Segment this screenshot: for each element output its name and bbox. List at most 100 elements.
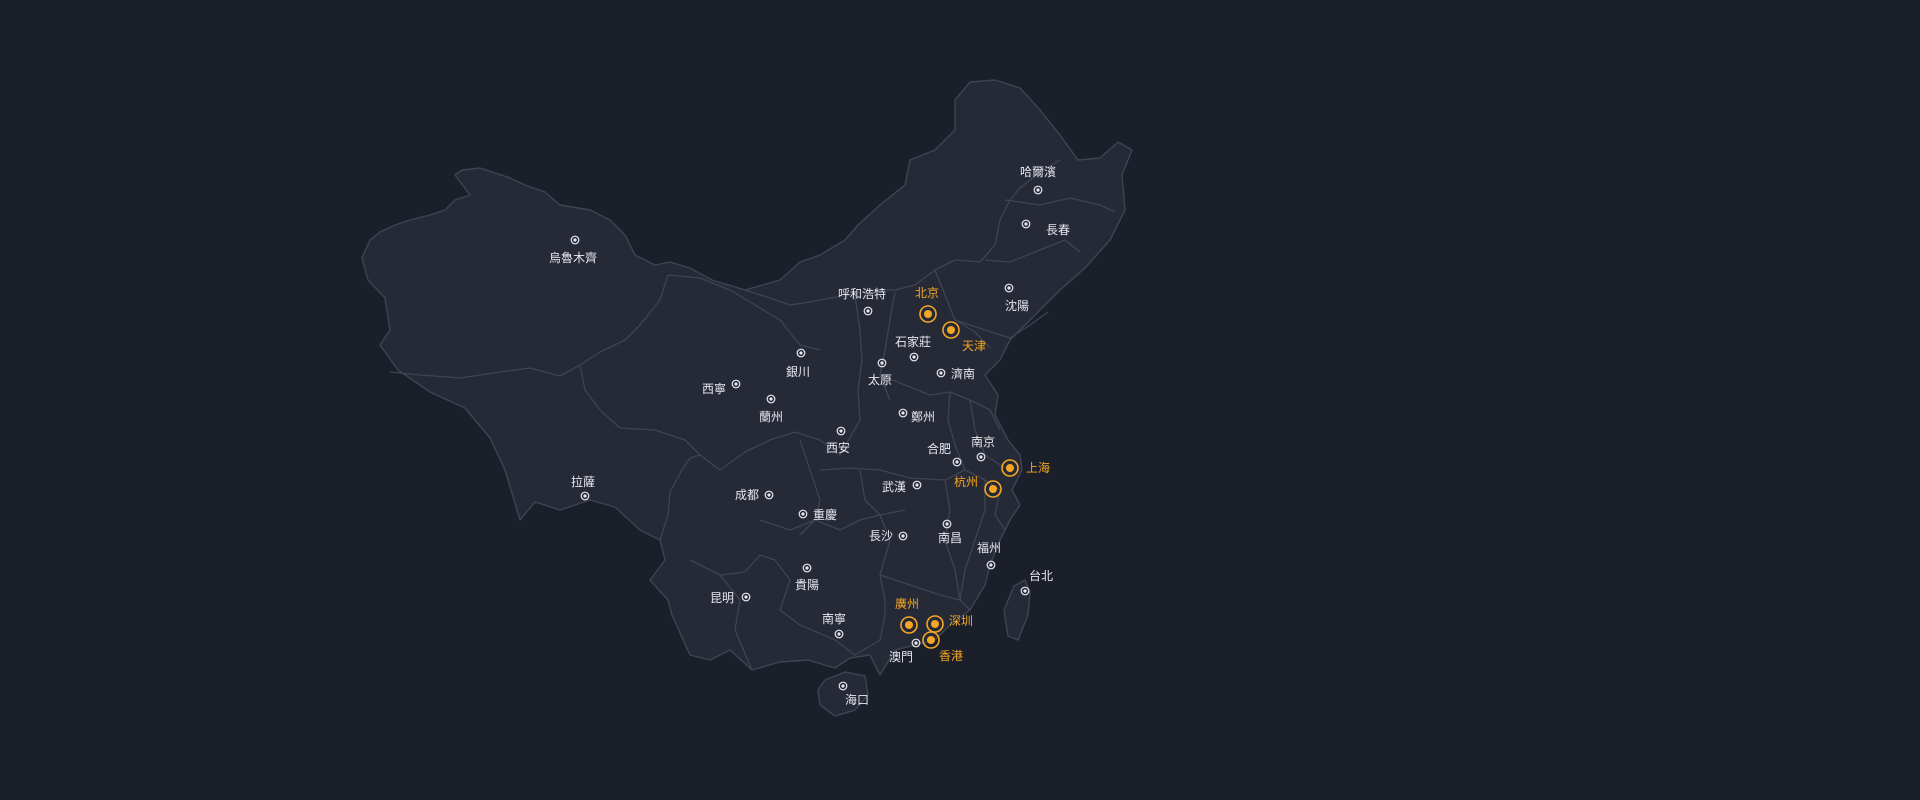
city-ring-icon xyxy=(1020,586,1030,596)
city-dot-icon xyxy=(841,684,845,688)
city-nanning[interactable]: 南寧 xyxy=(822,611,846,639)
city-dot-icon xyxy=(805,566,809,570)
city-ring-icon xyxy=(796,348,806,358)
city-hohhot[interactable]: 呼和浩特 xyxy=(838,286,886,316)
city-xian[interactable]: 西安 xyxy=(826,426,850,455)
city-nanchang[interactable]: 南昌 xyxy=(938,519,962,545)
city-label: 福州 xyxy=(977,540,1001,555)
city-tianjin[interactable]: 天津 xyxy=(942,321,986,353)
city-label: 長春 xyxy=(1046,223,1070,237)
city-jinan[interactable]: 濟南 xyxy=(936,366,975,381)
city-ring-icon xyxy=(912,480,922,490)
city-hangzhou[interactable]: 杭州 xyxy=(954,474,1002,498)
highlight-dot-icon xyxy=(905,621,913,629)
city-shenzhen[interactable]: 深圳 xyxy=(926,614,973,633)
city-dot-icon xyxy=(901,411,905,415)
city-ring-icon xyxy=(834,629,844,639)
city-dot-icon xyxy=(583,494,587,498)
city-ring-icon xyxy=(942,519,952,529)
city-ring-icon xyxy=(909,352,919,362)
city-ring-icon xyxy=(898,531,908,541)
city-guiyang[interactable]: 貴陽 xyxy=(795,563,819,592)
city-label: 拉薩 xyxy=(571,474,595,489)
city-ring-icon xyxy=(1021,219,1031,229)
city-dot-icon xyxy=(839,429,843,433)
city-label: 武漢 xyxy=(882,480,906,494)
city-hefei[interactable]: 合肥 xyxy=(927,441,962,467)
city-ring-icon xyxy=(986,560,996,570)
city-shanghai[interactable]: 上海 xyxy=(1001,459,1050,477)
city-lanzhou[interactable]: 蘭州 xyxy=(759,394,783,424)
highlight-ring-icon xyxy=(942,321,960,339)
highlight-dot-icon xyxy=(989,485,997,493)
city-dot-icon xyxy=(1007,286,1011,290)
city-label: 蘭州 xyxy=(759,410,783,424)
city-dot-icon xyxy=(799,351,803,355)
city-ring-icon xyxy=(936,368,946,378)
city-label: 石家莊 xyxy=(895,334,931,349)
city-changsha[interactable]: 長沙 xyxy=(869,529,908,543)
city-label: 烏魯木齊 xyxy=(549,251,597,265)
city-dot-icon xyxy=(912,355,916,359)
city-label: 合肥 xyxy=(927,441,951,456)
city-kunming[interactable]: 昆明 xyxy=(710,591,751,605)
city-dot-icon xyxy=(769,397,773,401)
highlight-dot-icon xyxy=(947,326,955,334)
city-taiyuan[interactable]: 太原 xyxy=(868,358,892,387)
city-label: 太原 xyxy=(868,372,892,387)
city-haikou[interactable]: 海口 xyxy=(838,681,869,707)
city-label: 天津 xyxy=(962,339,986,353)
highlight-ring-icon xyxy=(919,305,937,323)
city-lhasa[interactable]: 拉薩 xyxy=(571,474,595,501)
city-ring-icon xyxy=(1033,185,1043,195)
highlight-ring-icon xyxy=(926,615,944,633)
city-label: 鄭州 xyxy=(911,409,935,424)
city-hongkong[interactable]: 香港 xyxy=(922,631,963,663)
city-fuzhou[interactable]: 福州 xyxy=(977,540,1001,570)
city-ring-icon xyxy=(863,306,873,316)
city-dot-icon xyxy=(915,483,919,487)
city-label: 昆明 xyxy=(710,591,734,605)
city-guangzhou[interactable]: 廣州 xyxy=(895,597,919,634)
city-ring-icon xyxy=(976,452,986,462)
city-dot-icon xyxy=(945,522,949,526)
city-dot-icon xyxy=(866,309,870,313)
province-borders xyxy=(389,159,1116,671)
city-shijiazhuang[interactable]: 石家莊 xyxy=(895,334,931,362)
city-dot-icon xyxy=(734,382,738,386)
city-ring-icon xyxy=(911,638,921,648)
city-macau[interactable]: 澳門 xyxy=(889,638,921,664)
highlight-dot-icon xyxy=(931,620,939,628)
city-zhengzhou[interactable]: 鄭州 xyxy=(898,408,935,424)
city-shenyang[interactable]: 沈陽 xyxy=(1004,283,1029,313)
mainland-outline xyxy=(361,79,1133,676)
city-ring-icon xyxy=(838,681,848,691)
city-label: 南京 xyxy=(971,434,995,449)
city-dot-icon xyxy=(1023,589,1027,593)
city-xining[interactable]: 西寧 xyxy=(702,379,741,396)
city-wuhan[interactable]: 武漢 xyxy=(882,480,922,494)
city-label: 北京 xyxy=(915,286,939,300)
city-chengdu[interactable]: 成都 xyxy=(735,488,774,502)
city-ring-icon xyxy=(731,379,741,389)
city-urumqi[interactable]: 烏魯木齊 xyxy=(549,235,597,265)
city-ring-icon xyxy=(766,394,776,404)
city-label: 哈爾濱 xyxy=(1020,165,1056,179)
city-dot-icon xyxy=(1024,222,1028,226)
city-taipei[interactable]: 台北 xyxy=(1020,568,1053,596)
city-beijing[interactable]: 北京 xyxy=(915,286,939,323)
city-dot-icon xyxy=(1036,188,1040,192)
city-ring-icon xyxy=(836,426,846,436)
city-changchun[interactable]: 長春 xyxy=(1021,219,1070,237)
city-chongqing[interactable]: 重慶 xyxy=(798,508,837,522)
city-dot-icon xyxy=(744,595,748,599)
city-harbin[interactable]: 哈爾濱 xyxy=(1020,165,1056,195)
city-dot-icon xyxy=(880,361,884,365)
city-nanjing[interactable]: 南京 xyxy=(971,434,995,462)
city-label: 廣州 xyxy=(895,597,919,611)
city-label: 上海 xyxy=(1026,460,1050,475)
city-label: 成都 xyxy=(735,488,759,502)
city-yinchuan[interactable]: 銀川 xyxy=(786,348,810,379)
